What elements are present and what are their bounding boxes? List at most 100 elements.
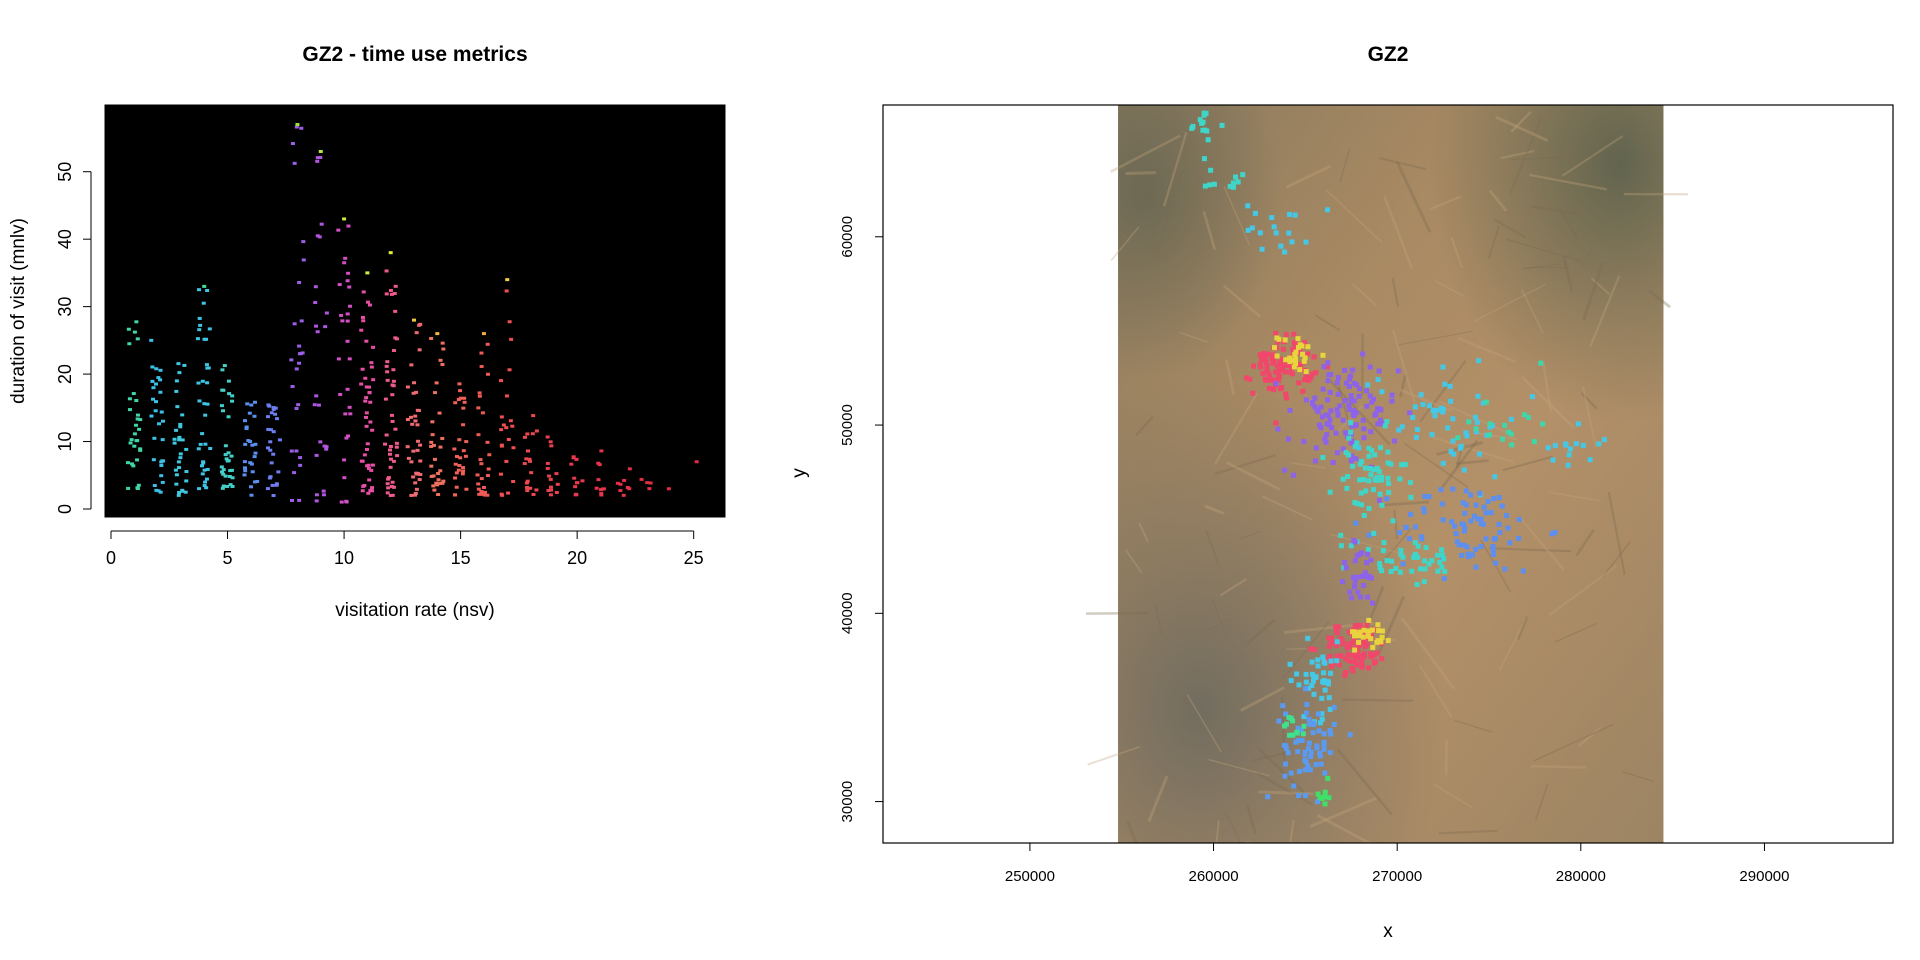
right-data-point xyxy=(1348,420,1354,426)
right-data-point xyxy=(1370,600,1376,606)
left-data-point xyxy=(418,443,423,447)
raster-texture xyxy=(1433,783,1473,809)
raster-texture xyxy=(1601,540,1632,578)
right-data-point xyxy=(1362,643,1368,649)
right-data-point xyxy=(1335,391,1341,397)
right-data-point xyxy=(1305,344,1311,350)
left-data-point xyxy=(360,367,365,371)
right-data-point xyxy=(1207,182,1213,188)
right-data-point xyxy=(1432,413,1438,419)
right-data-point xyxy=(1330,459,1336,465)
right-data-point xyxy=(1471,513,1477,519)
left-data-point xyxy=(385,491,390,495)
left-data-point xyxy=(526,449,531,453)
right-data-point xyxy=(1306,740,1312,746)
left-data-point xyxy=(271,452,276,456)
left-data-point xyxy=(135,417,140,421)
right-data-point xyxy=(1348,429,1354,435)
right-data-point xyxy=(1321,364,1327,370)
left-data-point xyxy=(315,330,320,334)
right-data-point xyxy=(1274,353,1280,359)
right-data-point xyxy=(1403,524,1409,530)
right-data-point xyxy=(1343,380,1349,386)
left-data-point xyxy=(137,427,142,431)
left-data-point xyxy=(415,408,420,412)
right-data-point xyxy=(1315,663,1321,669)
right-data-point xyxy=(1282,467,1288,473)
right-data-point xyxy=(1271,387,1277,393)
right-data-point xyxy=(1356,445,1362,451)
left-data-point xyxy=(197,316,202,320)
left-data-point xyxy=(154,488,159,492)
raster-texture xyxy=(1205,529,1220,566)
raster-texture xyxy=(1240,531,1261,540)
left-data-point xyxy=(625,485,630,489)
raster-texture xyxy=(1534,783,1549,821)
right-data-point xyxy=(1282,249,1288,255)
right-data-point xyxy=(1276,372,1282,378)
left-data-point xyxy=(458,456,463,460)
left-data-point xyxy=(393,284,398,288)
left-data-point xyxy=(323,325,328,329)
left-data-point xyxy=(457,464,462,468)
right-data-point xyxy=(1447,383,1453,389)
right-data-point xyxy=(1357,386,1363,392)
right-plot-frame xyxy=(882,104,1894,844)
left-data-point xyxy=(318,149,323,153)
left-data-point xyxy=(435,332,440,336)
right-data-point xyxy=(1264,368,1270,374)
right-data-point xyxy=(1370,627,1376,633)
left-data-point xyxy=(135,337,140,341)
right-data-point xyxy=(1361,512,1367,518)
raster-texture xyxy=(1431,436,1514,464)
right-data-point xyxy=(1470,552,1476,558)
left-data-point xyxy=(242,460,247,464)
right-data-point xyxy=(1473,426,1479,432)
right-data-point xyxy=(1450,486,1456,492)
right-data-point xyxy=(1440,364,1446,370)
left-data-point xyxy=(252,455,257,459)
right-data-point xyxy=(1328,731,1334,737)
right-data-point xyxy=(1321,677,1327,683)
right-data-point xyxy=(1426,494,1432,500)
raster-texture xyxy=(1510,155,1599,161)
right-data-point xyxy=(1334,639,1340,645)
right-data-point xyxy=(1407,480,1413,486)
right-data-point xyxy=(1361,651,1367,657)
left-data-point xyxy=(134,439,139,443)
right-data-point xyxy=(1351,408,1357,414)
left-data-point xyxy=(569,462,574,466)
right-data-point xyxy=(1368,472,1374,478)
right-data-point xyxy=(1352,623,1358,629)
left-data-point xyxy=(273,412,278,416)
left-data-point xyxy=(509,337,514,341)
left-data-point xyxy=(391,349,396,353)
right-data-point xyxy=(1288,678,1294,684)
right-data-point xyxy=(1377,561,1383,567)
left-data-point xyxy=(388,448,393,452)
right-data-point xyxy=(1483,510,1489,516)
right-data-point xyxy=(1335,411,1341,417)
left-data-point xyxy=(131,392,136,396)
right-data-point xyxy=(1257,230,1263,236)
right-data-point xyxy=(1333,430,1339,436)
right-data-point xyxy=(1366,628,1372,634)
left-data-point xyxy=(347,304,352,308)
right-data-point xyxy=(1406,536,1412,542)
left-data-point xyxy=(156,489,161,493)
right-data-point xyxy=(1289,239,1295,245)
raster-texture xyxy=(1577,726,1602,747)
left-data-point xyxy=(138,418,143,422)
right-data-point xyxy=(1296,793,1302,799)
left-data-point xyxy=(265,415,270,419)
left-data-point xyxy=(408,415,413,419)
right-data-point xyxy=(1312,458,1318,464)
left-data-point xyxy=(230,485,235,489)
right-data-point xyxy=(1352,657,1358,663)
left-data-point xyxy=(482,493,487,497)
right-data-point xyxy=(1474,419,1480,425)
left-data-point xyxy=(297,281,302,285)
raster-texture xyxy=(1391,277,1400,307)
right-data-point xyxy=(1360,351,1366,357)
raster-texture xyxy=(1214,454,1277,475)
